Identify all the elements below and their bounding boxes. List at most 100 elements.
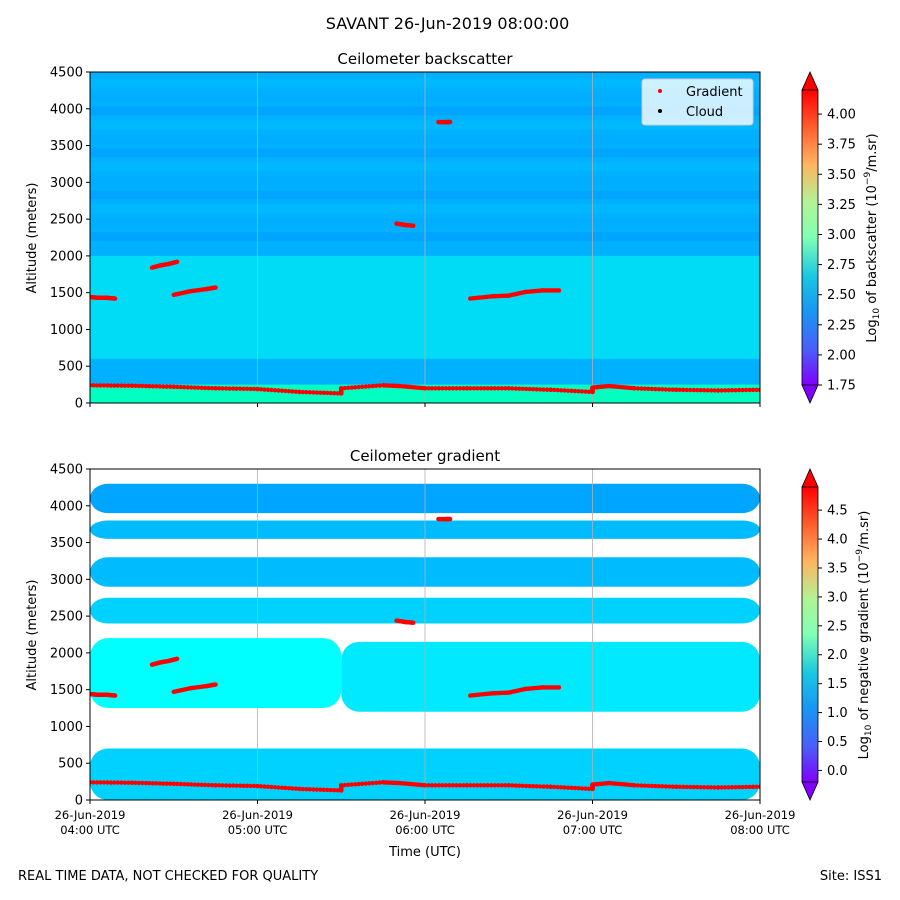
gradient-point [537, 784, 543, 789]
gradient-point [230, 386, 236, 391]
gradient-point [105, 383, 110, 388]
gradient-point [440, 386, 445, 391]
gradient-point [496, 783, 501, 788]
gradient-point [279, 785, 285, 790]
x-tick-label: 26-Jun-2019 [557, 808, 628, 822]
y-tick-label: 500 [58, 360, 83, 375]
gradient-point [185, 782, 190, 787]
gradient-point [182, 384, 187, 390]
gradient-point [133, 383, 138, 389]
gradient-point [726, 785, 731, 790]
gradient-point [136, 383, 142, 389]
gradient-point [283, 785, 288, 791]
gradient-point [475, 386, 480, 391]
gradient-point [569, 785, 574, 791]
gradient-point [119, 780, 124, 785]
gradient-point [551, 387, 557, 393]
gradient-point [216, 386, 222, 391]
gradient-point [548, 784, 553, 789]
gradient-point [520, 783, 525, 788]
gradient-point [119, 383, 124, 388]
gradient-point [719, 388, 724, 393]
gradient-point [94, 780, 100, 785]
gradient-point [283, 388, 288, 394]
gradient-point [332, 390, 337, 396]
gradient-point [670, 784, 675, 789]
gradient-point [544, 784, 550, 789]
gradient-point [157, 384, 162, 389]
x-tick-label: 26-Jun-2019 [725, 808, 796, 822]
gradient-point [447, 386, 452, 391]
gradient-point [318, 787, 323, 792]
gradient-point [290, 786, 295, 791]
gradient-point [496, 386, 501, 391]
backscatter-ylabel: Altitude (meters) [25, 183, 40, 294]
gradient-point [269, 387, 274, 393]
legend-cloud-label: Cloud [686, 105, 723, 120]
gradient-point [286, 389, 292, 394]
gradient-point [234, 783, 239, 788]
gradient-point [677, 387, 682, 393]
y-tick-label: 1000 [50, 720, 83, 735]
gradient-point [422, 783, 428, 788]
gradient-point [447, 119, 453, 125]
gradient-point [527, 783, 532, 789]
gradient-point [101, 780, 107, 785]
gradient-point [747, 387, 752, 393]
y-tick-label: 2000 [50, 646, 83, 661]
colorbar-tick-label: 4.00 [827, 108, 856, 123]
gradient-point [143, 383, 149, 389]
gradient-point [663, 387, 668, 392]
gradient-point [335, 788, 340, 793]
gradient-point [701, 388, 707, 393]
gradient-point [300, 389, 306, 395]
gradient-y-ticks: 0 500 1000 1500 2000 2500 3000 3500 4000 4500 [50, 463, 90, 809]
colorbar-tick-label: 3.00 [827, 228, 856, 243]
gradient-point [583, 389, 588, 394]
gradient-point [174, 656, 180, 661]
gradient-point [715, 388, 721, 393]
gradient-point [339, 783, 344, 788]
gradient-point [251, 783, 257, 789]
gradient-point [757, 387, 760, 392]
gradient-point [503, 783, 508, 788]
gradient-point [649, 386, 655, 392]
gradient-point [171, 781, 176, 787]
gradient-point [586, 786, 592, 791]
gradient-point [258, 784, 264, 789]
gradient-point [91, 780, 96, 785]
gradient-point [182, 781, 187, 787]
gradient-point [534, 387, 539, 392]
backscatter-gradient-points [90, 119, 760, 396]
gradient-point [164, 781, 169, 786]
gradient-point [754, 784, 759, 790]
gradient-point [161, 384, 166, 389]
x-tick-label: 06:00 UTC [395, 823, 455, 837]
gradient-point [635, 386, 641, 391]
gradient-point [140, 780, 145, 786]
y-tick-label: 3500 [50, 536, 83, 551]
gradient-point [143, 780, 149, 786]
gradient-point [213, 386, 218, 391]
gradient-point [740, 784, 745, 790]
gradient-point [544, 387, 550, 392]
gradient-point [517, 783, 522, 788]
gradient-point [202, 782, 208, 788]
gradient-point [353, 782, 358, 787]
gradient-point [168, 781, 173, 786]
gradient-point [286, 786, 292, 791]
gradient-point [363, 781, 368, 786]
gradient-point [94, 383, 100, 388]
backscatter-colorbar-label: Log10 of backscatter (10−9/m.sr) [863, 133, 882, 342]
gradient-point [558, 785, 564, 790]
gradient-point [262, 387, 267, 392]
gradient-point [572, 785, 578, 791]
gradient-point [569, 388, 574, 394]
gradient-point [520, 386, 525, 391]
gradient-point [112, 693, 118, 698]
gradient-point [698, 387, 703, 393]
gradient-point [342, 782, 347, 788]
y-tick-label: 4500 [50, 463, 83, 478]
figure-title: SAVANT 26-Jun-2019 08:00:00 [325, 14, 570, 33]
gradient-point [457, 386, 463, 391]
